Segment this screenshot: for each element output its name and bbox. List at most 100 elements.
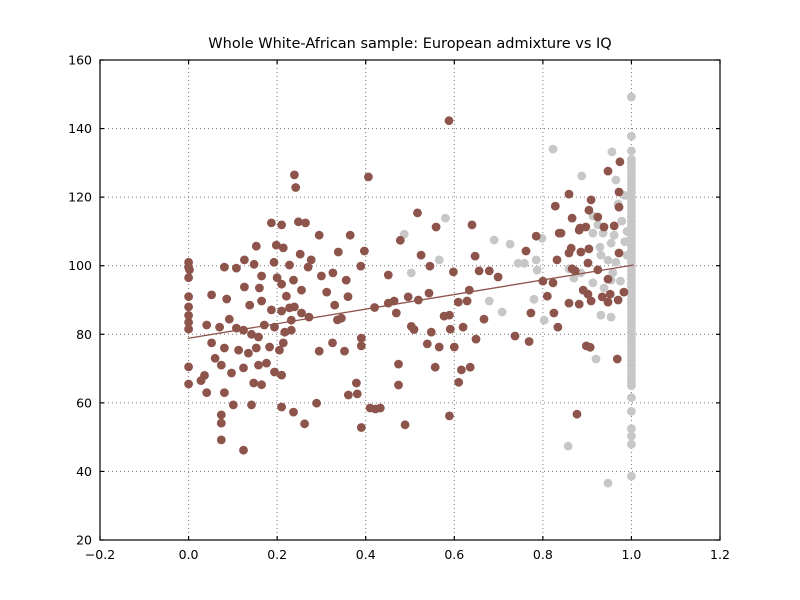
data-point-brown-points xyxy=(267,218,276,228)
data-point-brown-points xyxy=(449,342,459,352)
data-point-brown-points xyxy=(416,250,426,260)
data-point-gray-points xyxy=(489,235,499,245)
data-point-brown-points xyxy=(196,376,206,385)
data-point-brown-points xyxy=(282,291,291,301)
data-point-brown-points xyxy=(222,294,232,304)
data-point-brown-points xyxy=(239,325,248,335)
data-point-brown-points xyxy=(303,262,313,272)
data-point-brown-points xyxy=(364,172,373,182)
data-point-brown-points xyxy=(403,292,413,302)
data-point-brown-points xyxy=(245,300,255,310)
data-point-gray-points xyxy=(434,255,444,265)
data-point-brown-points xyxy=(184,362,194,372)
data-point-brown-points xyxy=(422,339,432,349)
data-point-brown-points xyxy=(394,380,403,390)
data-point-brown-points xyxy=(554,228,564,238)
data-point-brown-points xyxy=(612,354,622,364)
data-point-brown-points xyxy=(542,291,552,301)
data-point-brown-points xyxy=(267,305,276,315)
y-tick-label: 140 xyxy=(68,121,92,136)
data-point-gray-points xyxy=(607,147,617,157)
x-tick-label: 0.6 xyxy=(444,547,464,562)
data-point-brown-points xyxy=(254,360,263,370)
data-point-brown-points xyxy=(345,230,355,240)
data-point-brown-points xyxy=(597,292,607,302)
data-point-brown-points xyxy=(259,320,269,330)
data-point-brown-points xyxy=(277,402,286,412)
data-point-brown-points xyxy=(255,283,264,293)
data-point-gray-points xyxy=(505,239,515,249)
data-point-brown-points xyxy=(184,317,194,327)
data-point-brown-points xyxy=(328,268,338,278)
data-point-brown-points xyxy=(572,409,582,419)
data-point-brown-points xyxy=(228,400,238,410)
data-point-brown-points xyxy=(207,290,217,300)
data-point-brown-points xyxy=(360,246,369,256)
data-point-brown-points xyxy=(576,247,586,257)
data-point-gray-points xyxy=(591,354,601,364)
data-point-brown-points xyxy=(493,272,503,282)
data-point-brown-points xyxy=(352,389,362,399)
data-point-brown-points xyxy=(184,302,194,312)
data-point-gray-points xyxy=(599,283,609,293)
data-point-brown-points xyxy=(304,312,314,322)
data-point-brown-points xyxy=(395,235,405,245)
data-point-brown-points xyxy=(301,218,310,228)
data-point-brown-points xyxy=(306,255,316,265)
data-point-gray-points xyxy=(531,255,541,265)
data-point-gray-points xyxy=(627,431,636,441)
data-point-gray-points xyxy=(627,424,636,433)
data-point-brown-points xyxy=(271,240,281,250)
data-point-brown-points xyxy=(300,419,309,429)
data-point-brown-points xyxy=(356,261,366,271)
data-point-brown-points xyxy=(184,273,194,283)
data-point-brown-points xyxy=(215,322,225,332)
data-point-gray-points xyxy=(627,407,636,416)
data-point-gray-points xyxy=(627,131,636,141)
data-point-brown-points xyxy=(286,315,296,325)
data-point-brown-points xyxy=(265,342,274,352)
data-point-brown-points xyxy=(424,288,434,298)
data-point-brown-points xyxy=(609,221,619,231)
data-point-brown-points xyxy=(449,267,458,277)
data-point-brown-points xyxy=(297,308,306,318)
data-point-gray-points xyxy=(620,237,630,247)
data-point-brown-points xyxy=(426,327,436,337)
data-point-brown-points xyxy=(297,285,306,295)
data-point-brown-points xyxy=(184,324,194,334)
data-point-brown-points xyxy=(445,411,454,421)
data-point-brown-points xyxy=(383,270,393,280)
data-point-brown-points xyxy=(184,379,194,389)
data-point-brown-points xyxy=(317,271,326,281)
data-point-brown-points xyxy=(524,337,534,346)
y-tick-label: 100 xyxy=(68,258,92,273)
y-tick-label: 20 xyxy=(76,533,92,548)
data-point-gray-points xyxy=(603,478,613,488)
data-point-brown-points xyxy=(322,287,332,297)
data-point-brown-points xyxy=(593,265,603,275)
data-point-brown-points xyxy=(484,266,494,276)
data-point-brown-points xyxy=(314,346,324,356)
y-tick-label: 160 xyxy=(68,53,92,68)
data-point-brown-points xyxy=(239,363,248,373)
data-point-brown-points xyxy=(444,116,454,126)
data-point-gray-points xyxy=(603,255,613,265)
data-point-brown-points xyxy=(531,231,541,241)
data-point-brown-points xyxy=(227,368,236,378)
data-point-brown-points xyxy=(467,220,477,230)
data-point-brown-points xyxy=(247,329,256,339)
data-point-gray-points xyxy=(596,310,606,320)
data-point-brown-points xyxy=(553,322,563,332)
chart-title: Whole White-African sample: European adm… xyxy=(208,36,612,52)
data-point-brown-points xyxy=(312,398,321,408)
data-point-brown-points xyxy=(389,296,399,306)
data-point-gray-points xyxy=(588,228,598,238)
data-point-brown-points xyxy=(333,247,343,257)
data-point-brown-points xyxy=(251,241,261,251)
x-tick-label: −0.2 xyxy=(85,547,115,562)
x-tick-label: 0.4 xyxy=(356,547,376,562)
data-point-brown-points xyxy=(239,445,248,455)
data-point-brown-points xyxy=(394,359,403,369)
data-point-brown-points xyxy=(471,334,481,344)
data-point-brown-points xyxy=(564,298,574,308)
